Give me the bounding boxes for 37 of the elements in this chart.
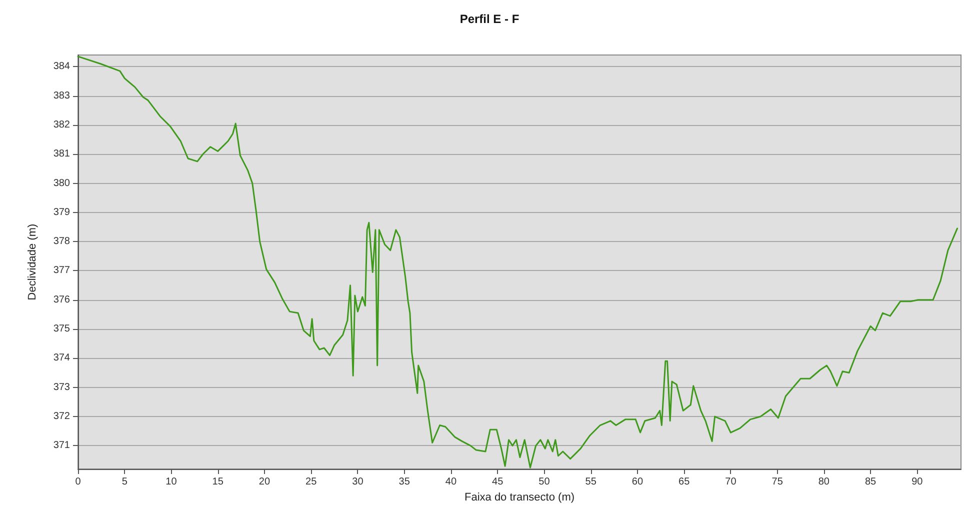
y-tick-label: 376 <box>53 294 70 306</box>
y-tick-label: 381 <box>53 148 70 160</box>
x-tick-label: 60 <box>632 476 644 488</box>
x-tick-label: 50 <box>538 476 550 488</box>
x-tick-label: 70 <box>725 476 737 488</box>
y-tick-label: 377 <box>53 265 70 276</box>
y-tick-label: 384 <box>53 61 70 72</box>
y-tick-label: 372 <box>53 411 70 422</box>
y-axis-title: Declividade (m) <box>26 224 38 300</box>
y-tick-label: 383 <box>53 90 70 102</box>
y-tick-label: 378 <box>53 236 70 248</box>
line-series <box>77 56 958 468</box>
y-tick-label: 374 <box>53 352 70 364</box>
x-tick-label: 55 <box>585 476 597 488</box>
x-tick-label: 5 <box>122 476 128 488</box>
y-tick-label: 371 <box>53 440 70 452</box>
y-tick-label: 379 <box>53 206 70 218</box>
x-tick-label: 85 <box>864 476 877 488</box>
x-tick-label: 0 <box>75 476 82 488</box>
x-tick-label: 75 <box>772 476 784 488</box>
x-tick-label: 40 <box>445 476 457 488</box>
y-tick-label: 373 <box>53 382 70 393</box>
x-tick-label: 90 <box>912 476 924 488</box>
x-tick-label: 30 <box>352 476 364 488</box>
chart-title: Perfil E - F <box>460 12 520 26</box>
x-tick-label: 25 <box>306 476 318 488</box>
x-axis-title: Faixa do transecto (m) <box>464 491 575 504</box>
y-tick-label: 380 <box>53 178 70 189</box>
y-tick-label: 382 <box>53 119 70 130</box>
y-tick-label: 375 <box>53 324 70 335</box>
x-tick-label: 15 <box>212 476 224 488</box>
x-tick-label: 65 <box>678 476 690 488</box>
x-tick-label: 35 <box>398 476 410 488</box>
x-tick-label: 80 <box>818 476 830 488</box>
x-tick-label: 10 <box>166 476 178 488</box>
x-tick-label: 20 <box>258 476 270 488</box>
x-tick-label: 45 <box>492 476 504 488</box>
